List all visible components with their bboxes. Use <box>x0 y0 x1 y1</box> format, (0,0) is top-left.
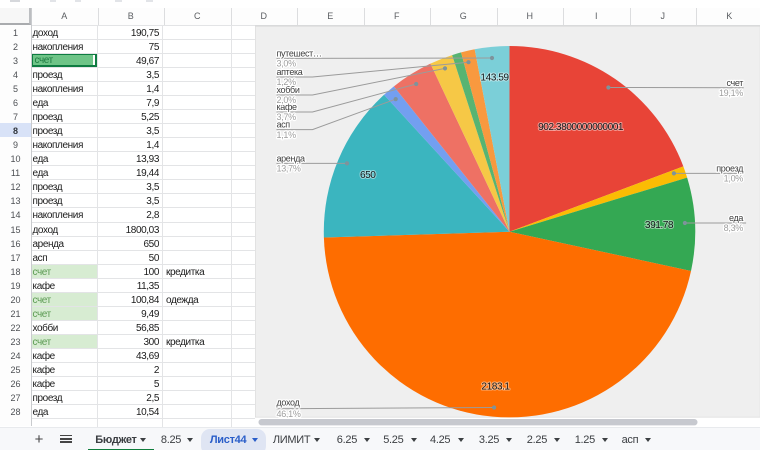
svg-text:13,7%: 13,7% <box>276 164 300 174</box>
svg-text:еда: еда <box>728 213 742 223</box>
svg-text:3,0%: 3,0% <box>276 59 296 69</box>
svg-text:2,0%: 2,0% <box>276 95 296 105</box>
svg-text:счет: счет <box>726 78 743 88</box>
svg-text:путешест…: путешест… <box>276 48 321 58</box>
svg-text:аренда: аренда <box>276 153 304 163</box>
svg-text:650: 650 <box>359 170 375 181</box>
svg-text:асп: асп <box>276 120 290 130</box>
svg-text:доход: доход <box>276 398 300 408</box>
svg-text:143.59: 143.59 <box>480 72 509 83</box>
svg-text:2183.1: 2183.1 <box>481 382 510 393</box>
svg-text:19,1%: 19,1% <box>718 88 742 98</box>
svg-text:46,1%: 46,1% <box>276 409 300 419</box>
svg-text:391.78: 391.78 <box>644 220 673 231</box>
svg-text:1,2%: 1,2% <box>276 77 296 87</box>
svg-text:3,7%: 3,7% <box>276 112 296 122</box>
svg-text:1,0%: 1,0% <box>723 174 743 184</box>
svg-text:хобби: хобби <box>276 85 299 95</box>
svg-text:902.3800000000001: 902.3800000000001 <box>538 122 624 133</box>
svg-text:1,1%: 1,1% <box>276 130 296 140</box>
svg-text:проезд: проезд <box>716 163 744 173</box>
svg-text:8,3%: 8,3% <box>723 223 743 233</box>
svg-text:аптека: аптека <box>276 67 302 77</box>
svg-text:кафе: кафе <box>276 102 296 112</box>
